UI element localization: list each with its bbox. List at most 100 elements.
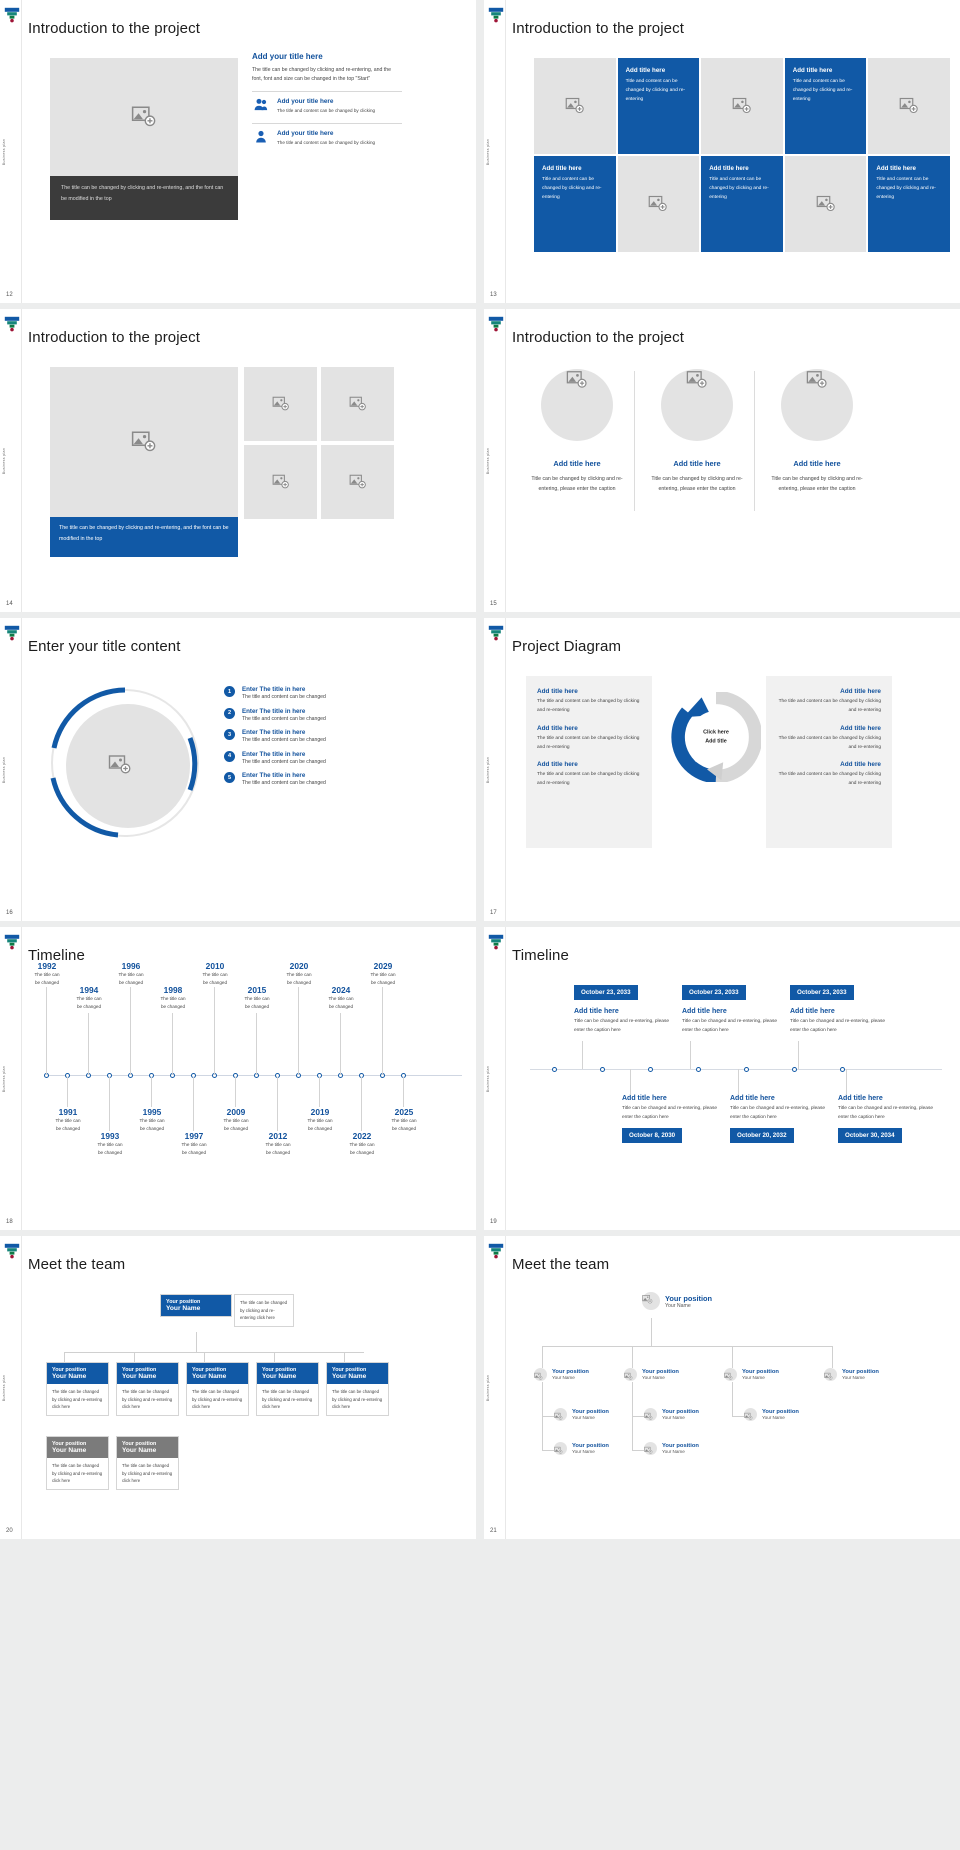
slide-rail: Business plan xyxy=(484,0,506,303)
image-placeholder-icon xyxy=(744,1412,753,1420)
timeline-year: 1998 xyxy=(163,985,183,995)
org-node[interactable]: Your position Your Name xyxy=(534,1368,589,1381)
org-node[interactable]: Your position Your Name xyxy=(644,1408,699,1421)
page-number: 15 xyxy=(490,601,497,607)
org-root[interactable]: Your position Your Name xyxy=(160,1294,232,1317)
image-placeholder-icon xyxy=(899,97,918,114)
image-placeholder[interactable] xyxy=(321,367,394,441)
section-body: The title can be changed by clicking and… xyxy=(252,67,391,83)
text-cell[interactable]: Add title here Title and content can be c… xyxy=(534,156,616,252)
timeline-card-bottom[interactable]: Add title here Title can be changed and … xyxy=(730,1095,826,1144)
main-image-placeholder[interactable] xyxy=(50,367,238,517)
timeline-card-top[interactable]: October 23, 2033 Add title here Title ca… xyxy=(790,981,886,1035)
org-position: Your position xyxy=(122,1367,157,1373)
item-title: Enter The title in here xyxy=(242,772,306,779)
timeline-note: The title can be changed xyxy=(265,1142,291,1155)
timeline-note: The title can be changed xyxy=(223,1118,249,1131)
list-number: 2 xyxy=(224,707,235,719)
feature-item[interactable]: Add your title here The title and conten… xyxy=(252,91,402,116)
feature-item[interactable]: Add your title here The title and conten… xyxy=(252,123,402,148)
image-placeholder[interactable] xyxy=(244,367,317,441)
column-text: Title can be changed by clicking and re-… xyxy=(651,476,743,493)
image-placeholder[interactable] xyxy=(541,369,613,441)
org-body-text: The title can be changed by clicking and… xyxy=(332,1389,383,1410)
item-text: The title and content can be changed xyxy=(242,715,326,722)
avatar xyxy=(644,1442,657,1455)
image-cell[interactable] xyxy=(617,156,700,252)
org-node[interactable]: Your position Your Name The title can be… xyxy=(326,1362,389,1416)
org-node[interactable]: Your position Your Name The title can be… xyxy=(256,1362,319,1416)
org-node[interactable]: Your position Your Name xyxy=(624,1368,679,1381)
list-item[interactable]: 5 Enter The title in here The title and … xyxy=(224,772,404,786)
org-position: Your position xyxy=(842,1369,879,1375)
image-cell[interactable] xyxy=(784,156,867,252)
text-cell[interactable]: Add title here Title and content can be c… xyxy=(701,156,783,252)
image-placeholder[interactable] xyxy=(50,58,238,176)
org-name: Your Name xyxy=(262,1373,297,1380)
timeline-card-bottom[interactable]: Add title here Title can be changed and … xyxy=(622,1095,718,1144)
text-cell[interactable]: Add title here Title and content can be c… xyxy=(868,156,950,252)
image-placeholder[interactable] xyxy=(108,753,132,782)
panel-text: The title and content can be changed by … xyxy=(537,699,640,713)
image-cell[interactable] xyxy=(701,58,783,154)
feature-column: Add title here Title can be changed by c… xyxy=(522,369,632,495)
vertical-label: Business plan xyxy=(486,138,490,165)
card-text: Title can be changed and re-entering, pl… xyxy=(730,1106,826,1120)
timeline-year: 2012 xyxy=(268,1131,288,1141)
timeline-card-top[interactable]: October 23, 2033 Add title here Title ca… xyxy=(574,981,670,1035)
org-node[interactable]: Your position Your Name The title can be… xyxy=(186,1362,249,1416)
list-item[interactable]: 3 Enter The title in here The title and … xyxy=(224,729,404,743)
slide-title-17: Project Diagram xyxy=(512,638,622,655)
org-node[interactable]: Your position Your Name xyxy=(724,1368,779,1381)
page-number: 18 xyxy=(6,1219,13,1225)
timeline-card-bottom[interactable]: Add title here Title can be changed and … xyxy=(838,1095,934,1144)
org-node[interactable]: Your position Your Name The title can be… xyxy=(46,1436,109,1490)
item-title: Enter The title in here xyxy=(242,686,306,693)
panel-text: The title and content can be changed by … xyxy=(778,772,881,787)
timeline-dot xyxy=(696,1067,701,1072)
image-placeholder-icon xyxy=(644,1446,653,1454)
timeline-note: The title can be changed xyxy=(202,972,228,985)
slide-rail: Business plan xyxy=(0,0,22,303)
org-node[interactable]: Your position Your Name xyxy=(644,1442,699,1455)
image-cell[interactable] xyxy=(868,58,950,154)
timeline-note: The title can be changed xyxy=(181,1142,207,1155)
org-node[interactable]: Your position Your Name xyxy=(554,1408,609,1421)
list-item[interactable]: 4 Enter The title in here The title and … xyxy=(224,750,404,765)
org-position: Your position xyxy=(52,1441,87,1447)
org-position: Your position xyxy=(332,1367,367,1373)
timeline-card-top[interactable]: October 23, 2033 Add title here Title ca… xyxy=(682,981,778,1035)
org-node[interactable]: Your position Your Name The title can be… xyxy=(116,1436,179,1490)
column-text: Title can be changed by clicking and re-… xyxy=(531,476,623,493)
org-node[interactable]: Your position Your Name The title can be… xyxy=(116,1362,179,1416)
timeline-note: The title can be changed xyxy=(328,996,354,1009)
text-cell[interactable]: Add title here Title and content can be c… xyxy=(617,58,700,154)
image-placeholder[interactable] xyxy=(321,445,394,519)
image-cell[interactable] xyxy=(534,58,616,154)
page-number: 20 xyxy=(6,1528,13,1534)
vertical-label: Business plan xyxy=(2,138,6,165)
list-item[interactable]: 1 Enter The title in here The title and … xyxy=(224,686,404,700)
item-title: Enter The title in here xyxy=(242,707,306,715)
image-placeholder-icon xyxy=(349,474,366,489)
timeline-year: 2020 xyxy=(289,961,309,971)
list-item[interactable]: 2 Enter The title in here The title and … xyxy=(224,707,404,722)
image-placeholder[interactable] xyxy=(661,369,733,441)
org-name: Your Name xyxy=(572,1415,595,1420)
right-panel: Add title here The title and content can … xyxy=(766,676,892,848)
org-node[interactable]: Your position Your Name xyxy=(824,1368,879,1381)
vertical-label: Business plan xyxy=(486,756,490,783)
org-node[interactable]: Your position Your Name xyxy=(744,1408,799,1421)
org-position: Your position xyxy=(742,1369,779,1375)
org-node[interactable]: Your position Your Name xyxy=(554,1442,609,1455)
cell-title: Add title here xyxy=(542,165,582,172)
image-placeholder[interactable] xyxy=(244,445,317,519)
org-node[interactable]: Your position Your Name The title can be… xyxy=(46,1362,109,1416)
cell-title: Add title here xyxy=(625,67,666,74)
slide-title-19: Timeline xyxy=(512,947,569,964)
org-position: Your position xyxy=(122,1441,157,1447)
text-cell[interactable]: Add title here Title and content can be c… xyxy=(784,58,867,154)
timeline-year: 2029 xyxy=(373,961,393,971)
image-placeholder[interactable] xyxy=(781,369,853,441)
org-root[interactable]: Your position Your Name xyxy=(642,1292,712,1310)
